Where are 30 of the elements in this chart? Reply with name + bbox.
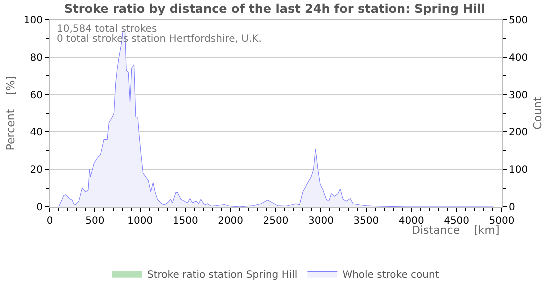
- y2-tick-label: 300: [509, 90, 528, 102]
- y2-tick-label: 500: [509, 16, 528, 26]
- x-tick-label: 500: [86, 216, 105, 227]
- y-tick-label: 20: [30, 165, 43, 176]
- x-tick-label: 1000: [128, 216, 154, 227]
- y-axis-title: Percent [%]: [4, 76, 18, 151]
- y2-tick-label: 100: [509, 165, 528, 176]
- legend-label: Stroke ratio station Spring Hill: [148, 270, 298, 281]
- x-tick-label: 4500: [444, 216, 470, 227]
- x-tick-label: 1500: [172, 216, 198, 227]
- x-tick-label: 5000: [489, 216, 515, 227]
- x-tick-label: 2500: [263, 216, 289, 227]
- y2-tick-label: 400: [509, 52, 528, 64]
- x-tick-label: 2000: [218, 216, 244, 227]
- x-tick-label: 3000: [308, 216, 334, 227]
- y2-tick-label: 200: [509, 128, 528, 139]
- y-tick-label: 80: [30, 52, 43, 64]
- y-tick-label: 0: [36, 202, 43, 214]
- x-tick-label: 4000: [398, 216, 424, 227]
- y2-axis-title: Count: [531, 96, 544, 130]
- x-tick-label: 0: [46, 216, 54, 227]
- chart-title: Stroke ratio by distance of the last 24h for station: Spring Hill: [64, 2, 486, 16]
- legend-label: Whole stroke count: [342, 270, 440, 281]
- y-tick-label: 40: [30, 128, 43, 139]
- x-tick-label: 3500: [354, 216, 380, 227]
- y-tick-label: 100: [24, 16, 43, 26]
- x-axis-title: Distance [km]: [412, 224, 500, 237]
- y-tick-label: 60: [30, 90, 43, 102]
- annotation: 10,584 total strokes: [57, 24, 158, 35]
- y2-tick-label: 0: [509, 202, 516, 214]
